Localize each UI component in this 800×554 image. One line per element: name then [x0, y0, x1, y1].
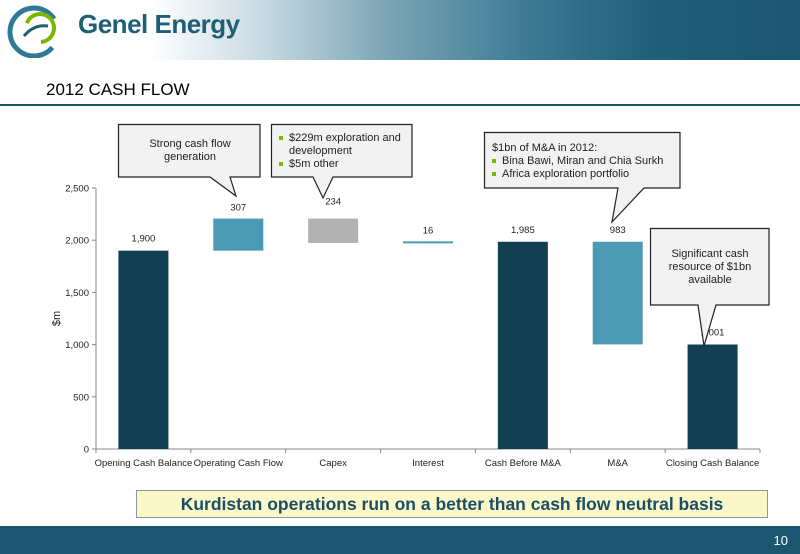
footer-bar: 10 [0, 526, 800, 554]
callout-mna: $1bn of M&A in 2012: Bina Bawi, Miran an… [483, 131, 684, 224]
y-tick-label: 2,000 [65, 236, 89, 247]
bar-2 [308, 218, 359, 244]
y-tick-label: 500 [73, 392, 89, 403]
title-divider [0, 104, 800, 106]
bar-1 [213, 218, 264, 251]
callout-mna-text: $1bn of M&A in 2012: Bina Bawi, Miran an… [492, 142, 678, 181]
callout-capex-bullet: $229m exploration and development [279, 132, 411, 158]
header-bar: Genel Energy [0, 0, 800, 60]
genel-logo-icon [7, 5, 61, 58]
y-tick-label: 1,000 [65, 340, 89, 351]
data-label: 983 [610, 225, 626, 236]
callout-operating: Strong cash flow generation [117, 123, 263, 198]
x-tick-label: Closing Cash Balance [666, 458, 759, 469]
bar-5 [592, 241, 643, 345]
brand-name: Genel Energy [78, 9, 240, 39]
waterfall-chart: 0 500 1,000 1,500 2,000 2,500 $m 1,900 Opening C… [51, 184, 761, 469]
x-tick-label: M&A [607, 458, 628, 469]
x-tick-label: Interest [412, 458, 444, 469]
page-title: 2012 CASH FLOW [46, 80, 190, 99]
data-label: 1,001 [701, 327, 725, 338]
callout-capex-text: $229m exploration and development $5m ot… [279, 132, 411, 171]
callout-mna-bullet: Bina Bawi, Miran and Chia Surkh [492, 155, 678, 168]
bar-4 [497, 241, 548, 449]
callout-mna-heading: $1bn of M&A in 2012: [492, 142, 598, 154]
data-label: 234 [325, 197, 341, 208]
key-message-banner: Kurdistan operations run on a better tha… [136, 490, 768, 518]
x-tick-label: Capex [319, 458, 347, 469]
x-tick-label: Cash Before M&A [485, 458, 562, 469]
callout-mna-bullet: Africa exploration portfolio [492, 168, 678, 181]
data-label: 1,900 [132, 234, 156, 245]
y-tick-label: 2,500 [65, 184, 89, 195]
callout-capex-bullet: $5m other [279, 158, 411, 171]
page-number: 10 [773, 533, 788, 548]
data-label: 307 [230, 203, 246, 214]
callout-closing: Significant cash resource of $1bn availa… [649, 227, 772, 348]
callout-operating-text: Strong cash flow generation [149, 138, 231, 163]
bar-6 [687, 344, 738, 449]
data-label: 1,985 [511, 225, 535, 236]
data-label: 16 [423, 225, 434, 236]
callout-closing-text: Significant cash resource of $1bn availa… [668, 248, 752, 286]
bar-0 [118, 250, 169, 449]
y-tick-label: 1,500 [65, 288, 89, 299]
callout-capex: $229m exploration and development $5m ot… [270, 123, 416, 200]
x-tick-label: Opening Cash Balance [95, 458, 193, 469]
bar-3 [403, 241, 453, 244]
x-tick-label: Operating Cash Flow [194, 458, 283, 469]
y-axis-label: $m [51, 311, 63, 326]
y-tick-label: 0 [84, 445, 89, 456]
